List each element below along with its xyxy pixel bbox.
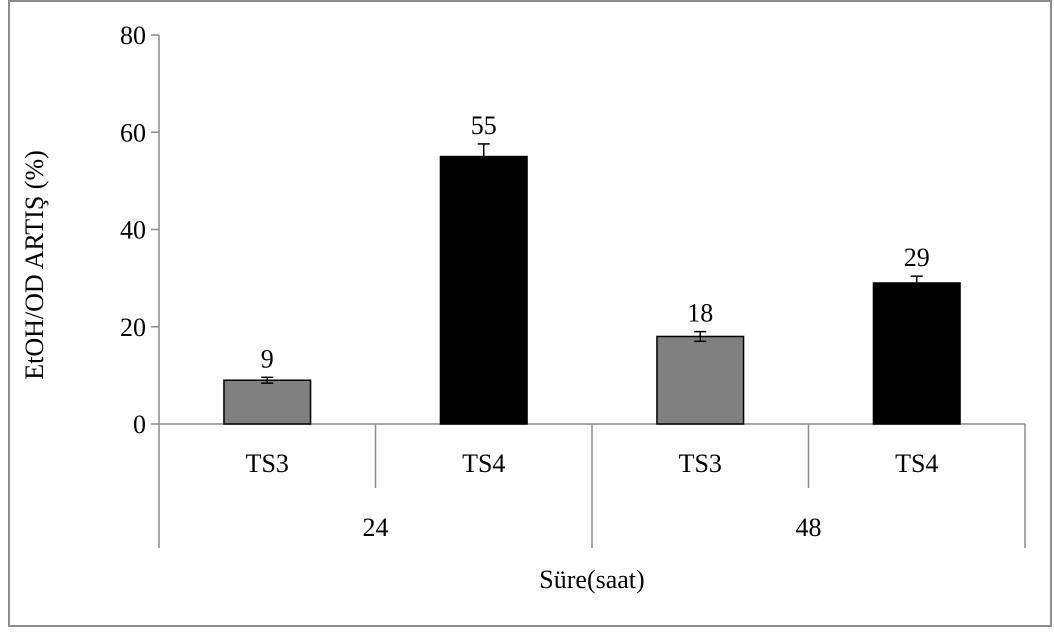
y-axis: 0 20 40 60 80	[120, 21, 160, 548]
bar	[872, 282, 961, 425]
y-tick-label: 80	[120, 21, 146, 50]
y-tick-label: 0	[133, 410, 146, 439]
y-axis-title: EtOH/OD ARTIŞ (%)	[20, 150, 49, 380]
bar	[439, 155, 528, 425]
data-label: 18	[687, 299, 713, 328]
bar	[223, 379, 312, 425]
x-group-label: 24	[363, 513, 389, 542]
y-tick-label: 60	[120, 118, 146, 147]
data-label: 9	[261, 344, 274, 373]
data-label: 29	[904, 243, 930, 272]
y-tick-label: 40	[120, 216, 146, 245]
data-label: 55	[471, 111, 497, 140]
x-category-label: TS3	[679, 449, 722, 478]
x-group-label: 48	[796, 513, 822, 542]
bar	[656, 335, 745, 425]
x-category-label: TS4	[462, 449, 505, 478]
x-axis-title: Süre(saat)	[539, 565, 644, 594]
y-tick-label: 20	[120, 313, 146, 342]
x-category-label: TS4	[895, 449, 938, 478]
x-category-label: TS3	[246, 449, 289, 478]
x-axis: TS3 TS4 24 TS3 TS4 48	[159, 423, 1026, 548]
bars: 9 55 18 29	[223, 111, 961, 425]
